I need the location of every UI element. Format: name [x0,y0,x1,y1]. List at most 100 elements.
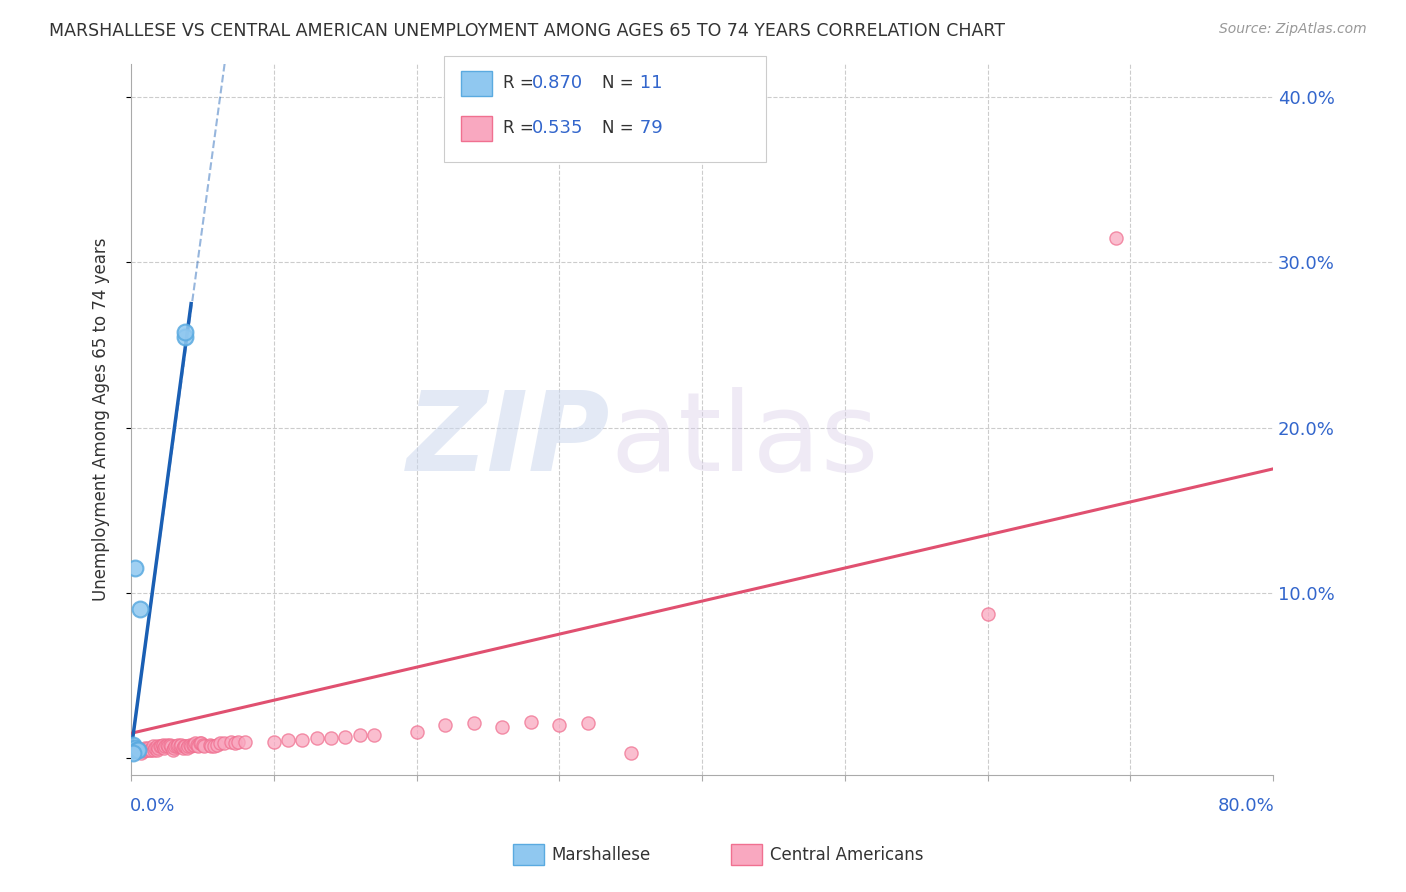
Point [157,739,180,754]
Point [152,739,174,754]
Point [122,743,145,757]
Point [134,743,156,757]
Point [121,738,143,752]
Point [149,739,172,754]
Text: 0.0%: 0.0% [129,797,176,815]
Point [520,714,543,729]
Point [190,736,212,750]
Point [135,743,157,757]
Text: N =: N = [602,119,638,136]
Point [976,607,998,622]
Point [143,743,166,757]
Point [224,736,246,750]
Point [141,743,163,757]
Point [335,730,357,744]
Point [156,738,179,752]
Text: MARSHALLESE VS CENTRAL AMERICAN UNEMPLOYMENT AMONG AGES 65 TO 74 YEARS CORRELATI: MARSHALLESE VS CENTRAL AMERICAN UNEMPLOY… [49,22,1005,40]
Point [174,739,197,754]
Point [277,732,299,747]
Point [548,718,571,732]
Text: 0.870: 0.870 [531,74,582,92]
Point [363,728,385,742]
Point [174,329,197,343]
Point [212,736,235,750]
Point [162,743,184,757]
Point [160,739,183,754]
Point [202,739,225,754]
Point [177,739,200,754]
Point [198,738,221,752]
Point [181,738,204,752]
Point [235,734,257,748]
Text: 79: 79 [634,119,662,136]
Point [405,724,427,739]
Text: 0.535: 0.535 [531,119,583,136]
Point [576,716,599,731]
Point [121,743,143,757]
Point [124,561,146,575]
Text: ZIP: ZIP [408,387,610,494]
Point [127,743,149,757]
Point [219,734,242,748]
Point [173,739,195,754]
Point [153,741,176,756]
Point [165,739,187,754]
Point [142,739,165,754]
Point [138,743,160,757]
Point [463,716,485,731]
Point [205,738,228,752]
Point [200,739,222,754]
Point [155,739,177,754]
Text: atlas: atlas [610,387,879,494]
Point [121,746,143,760]
Point [132,744,155,758]
Point [172,741,194,756]
Point [170,738,193,752]
Point [176,741,198,756]
Point [131,743,153,757]
Text: N =: N = [602,74,638,92]
Text: Marshallese: Marshallese [551,846,651,863]
Point [146,739,169,754]
Point [146,743,169,757]
Point [184,736,207,750]
Text: Source: ZipAtlas.com: Source: ZipAtlas.com [1219,22,1367,37]
Point [129,746,152,760]
Point [145,741,167,756]
Point [159,738,181,752]
Point [124,741,146,756]
Point [186,738,208,752]
Point [128,744,150,758]
Text: 80.0%: 80.0% [1218,797,1274,815]
Point [127,743,149,757]
Point [319,731,342,746]
Point [187,739,209,754]
Point [620,746,643,760]
Text: R =: R = [503,74,540,92]
Text: Central Americans: Central Americans [770,846,924,863]
Point [434,718,457,732]
Point [226,734,249,748]
Point [134,741,156,756]
Point [193,739,215,754]
Point [174,325,197,339]
Point [125,743,148,757]
Point [163,741,186,756]
Point [128,602,150,616]
Point [305,731,328,746]
Point [152,738,174,752]
Point [148,741,170,756]
Y-axis label: Unemployment Among Ages 65 to 74 years: Unemployment Among Ages 65 to 74 years [93,237,110,601]
Point [491,720,513,734]
Point [291,732,314,747]
Text: 11: 11 [634,74,662,92]
Point [263,734,285,748]
Point [208,736,231,750]
Point [1105,230,1128,244]
Point [150,739,173,754]
Point [349,728,371,742]
Point [183,738,205,752]
Point [136,741,159,756]
Point [179,738,201,752]
Point [188,736,211,750]
